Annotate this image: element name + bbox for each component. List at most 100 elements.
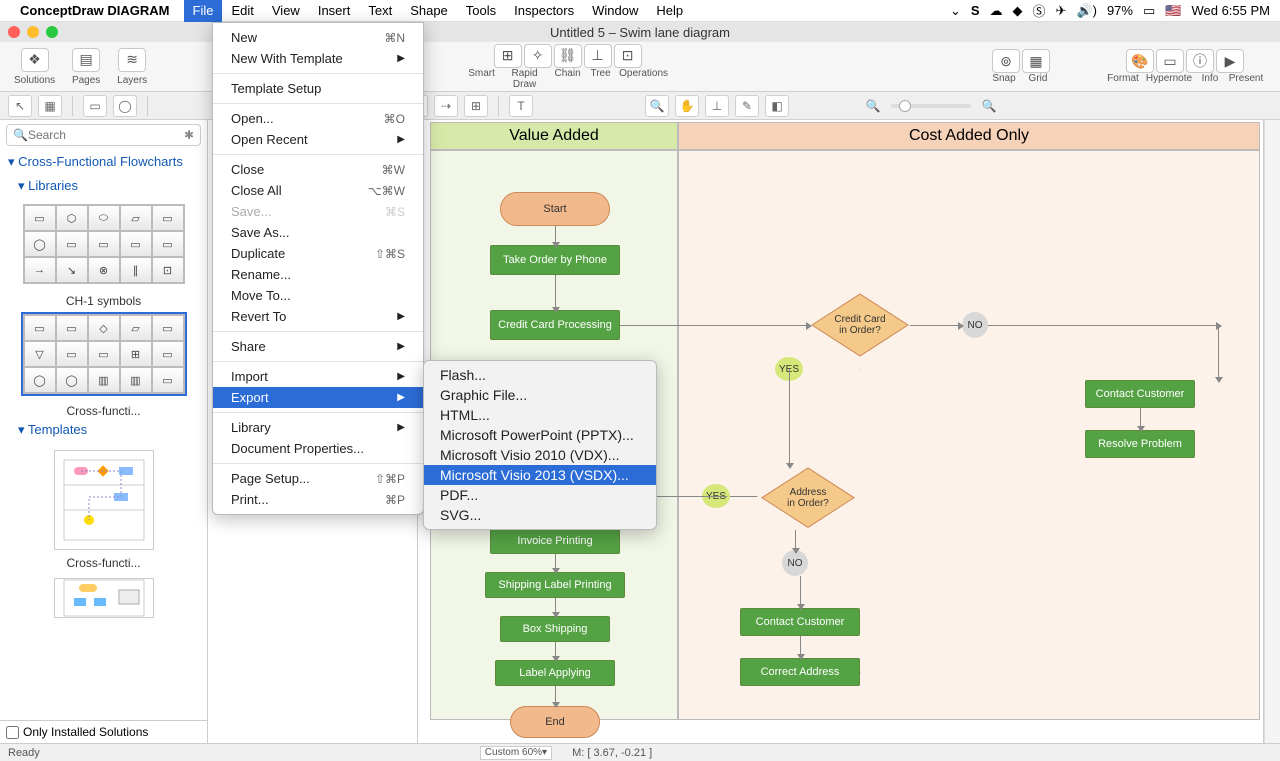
- flowchart-node[interactable]: Credit Cardin Order?: [810, 292, 910, 358]
- pointer-tool[interactable]: ↖: [8, 95, 32, 117]
- ellipse-tool[interactable]: ◯: [113, 95, 137, 117]
- menu-item-close-all[interactable]: Close All⌥⌘W: [213, 180, 423, 201]
- snap-button[interactable]: ⊚: [992, 49, 1020, 73]
- tree-libraries[interactable]: ▾ Libraries: [0, 174, 207, 198]
- tree-button[interactable]: ⊥: [584, 44, 612, 68]
- hypernote-button[interactable]: ▭: [1156, 49, 1184, 73]
- menu-item-new-with-template[interactable]: New With Template▶: [213, 48, 423, 69]
- menu-shape[interactable]: Shape: [401, 0, 457, 22]
- flowchart-node[interactable]: End: [510, 706, 600, 738]
- menu-view[interactable]: View: [263, 0, 309, 22]
- tree-root[interactable]: ▾ Cross-Functional Flowcharts: [0, 150, 207, 174]
- export-microsoft-visio-2010-vdx-[interactable]: Microsoft Visio 2010 (VDX)...: [424, 445, 656, 465]
- layers-icon[interactable]: ≋: [118, 48, 146, 72]
- menu-item-page-setup-[interactable]: Page Setup...⇧⌘P: [213, 468, 423, 489]
- zoom-in-icon[interactable]: 🔍: [645, 95, 669, 117]
- flowchart-node[interactable]: Contact Customer: [1085, 380, 1195, 408]
- search-input[interactable]: 🔍 ✱: [6, 124, 201, 146]
- minimize-window-icon[interactable]: [27, 26, 39, 38]
- menu-item-move-to-[interactable]: Move To...: [213, 285, 423, 306]
- template-thumb[interactable]: [54, 578, 154, 618]
- flowchart-node[interactable]: Resolve Problem: [1085, 430, 1195, 458]
- lane-header[interactable]: Value Added: [430, 122, 678, 150]
- menu-item-open-recent[interactable]: Open Recent▶: [213, 129, 423, 150]
- operations-button[interactable]: ⊡: [614, 44, 642, 68]
- smart-button[interactable]: ⊞: [494, 44, 522, 68]
- menu-item-save-as-[interactable]: Save As...: [213, 222, 423, 243]
- format-button[interactable]: 🎨: [1126, 49, 1154, 73]
- chain-button[interactable]: ⛓: [554, 44, 582, 68]
- export-graphic-file-[interactable]: Graphic File...: [424, 385, 656, 405]
- menu-file[interactable]: File: [184, 0, 223, 22]
- menu-window[interactable]: Window: [583, 0, 647, 22]
- menu-item-share[interactable]: Share▶: [213, 336, 423, 357]
- eyedropper-tool[interactable]: ✎: [735, 95, 759, 117]
- library-crossfunc[interactable]: ▭▭◇▱▭ ▽▭▭⊞▭ ◯◯▥▥▭: [23, 314, 185, 394]
- zoom-out-icon[interactable]: 🔍: [861, 95, 885, 117]
- tab-layers[interactable]: ≋ Layers: [111, 48, 153, 86]
- rect-tool[interactable]: ▭: [83, 95, 107, 117]
- connector-tool[interactable]: ⇢: [434, 95, 458, 117]
- eraser-tool[interactable]: ◧: [765, 95, 789, 117]
- pan-tool[interactable]: ✋: [675, 95, 699, 117]
- export-svg-[interactable]: SVG...: [424, 505, 656, 525]
- export-microsoft-powerpoint-pptx-[interactable]: Microsoft PowerPoint (PPTX)...: [424, 425, 656, 445]
- menu-text[interactable]: Text: [359, 0, 401, 22]
- export-flash-[interactable]: Flash...: [424, 365, 656, 385]
- menu-item-library[interactable]: Library▶: [213, 417, 423, 438]
- flowchart-node[interactable]: Contact Customer: [740, 608, 860, 636]
- export-microsoft-visio-2013-vsdx-[interactable]: Microsoft Visio 2013 (VSDX)...: [424, 465, 656, 485]
- zoom-combo[interactable]: Custom 60% ▾: [480, 746, 552, 760]
- solutions-icon[interactable]: ❖: [21, 48, 49, 72]
- only-installed-checkbox[interactable]: Only Installed Solutions: [0, 720, 207, 743]
- info-button[interactable]: ⓘ: [1186, 49, 1214, 73]
- pages-icon[interactable]: ▤: [72, 48, 100, 72]
- traffic-lights[interactable]: [8, 26, 58, 38]
- menu-item-print-[interactable]: Print...⌘P: [213, 489, 423, 510]
- grid-button[interactable]: ▦: [1022, 49, 1050, 73]
- text-tool[interactable]: T: [509, 95, 533, 117]
- connector-tool[interactable]: ⊞: [464, 95, 488, 117]
- flowchart-node[interactable]: Credit Card Processing: [490, 310, 620, 340]
- export-html-[interactable]: HTML...: [424, 405, 656, 425]
- menu-item-duplicate[interactable]: Duplicate⇧⌘S: [213, 243, 423, 264]
- menu-item-revert-to[interactable]: Revert To▶: [213, 306, 423, 327]
- flowchart-node[interactable]: Shipping Label Printing: [485, 572, 625, 598]
- scrollbar[interactable]: [1264, 120, 1280, 743]
- export-pdf-[interactable]: PDF...: [424, 485, 656, 505]
- flowchart-node[interactable]: Correct Address: [740, 658, 860, 686]
- menu-item-template-setup[interactable]: Template Setup: [213, 78, 423, 99]
- menu-item-document-properties-[interactable]: Document Properties...: [213, 438, 423, 459]
- app-name[interactable]: ConceptDraw DIAGRAM: [20, 3, 170, 18]
- zoom-slider[interactable]: [891, 104, 971, 108]
- close-window-icon[interactable]: [8, 26, 20, 38]
- menu-inspectors[interactable]: Inspectors: [505, 0, 583, 22]
- flowchart-node[interactable]: Label Applying: [495, 660, 615, 686]
- menu-item-new[interactable]: New⌘N: [213, 27, 423, 48]
- menu-insert[interactable]: Insert: [309, 0, 360, 22]
- menu-item-close[interactable]: Close⌘W: [213, 159, 423, 180]
- menu-item-import[interactable]: Import▶: [213, 366, 423, 387]
- flowchart-node[interactable]: Invoice Printing: [490, 528, 620, 554]
- flowchart-node[interactable]: Box Shipping: [500, 616, 610, 642]
- tab-solutions[interactable]: ❖ Solutions: [8, 48, 61, 86]
- menu-tools[interactable]: Tools: [457, 0, 505, 22]
- flowchart-node[interactable]: Take Order by Phone: [490, 245, 620, 275]
- flowchart-node[interactable]: Start: [500, 192, 610, 226]
- present-button[interactable]: ▶: [1216, 49, 1244, 73]
- library-ch1[interactable]: ▭⬡⬭▱▭ ◯▭▭▭▭ →↘⊗∥⊡: [23, 204, 185, 284]
- menu-help[interactable]: Help: [647, 0, 692, 22]
- flowchart-node[interactable]: Addressin Order?: [760, 466, 856, 530]
- menu-item-rename-[interactable]: Rename...: [213, 264, 423, 285]
- zoom-in-icon[interactable]: 🔍: [977, 95, 1001, 117]
- marquee-tool[interactable]: ▦: [38, 95, 62, 117]
- menu-item-open-[interactable]: Open...⌘O: [213, 108, 423, 129]
- menu-edit[interactable]: Edit: [222, 0, 262, 22]
- tree-templates[interactable]: ▾ Templates: [0, 418, 207, 442]
- rapid-draw-button[interactable]: ✧: [524, 44, 552, 68]
- stamp-tool[interactable]: ⊥: [705, 95, 729, 117]
- menu-item-export[interactable]: Export▶: [213, 387, 423, 408]
- lane-header[interactable]: Cost Added Only: [678, 122, 1260, 150]
- template-thumb[interactable]: [54, 450, 154, 550]
- zoom-window-icon[interactable]: [46, 26, 58, 38]
